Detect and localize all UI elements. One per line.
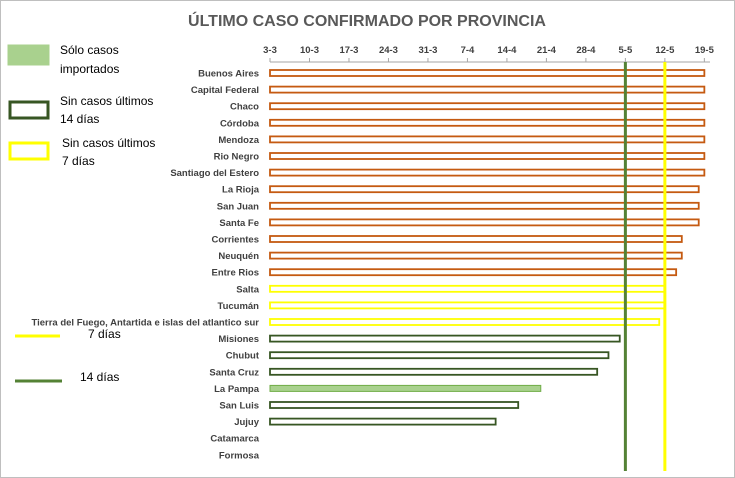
category-label: San Juan <box>217 201 259 212</box>
category-label: Santa Fe <box>219 218 259 229</box>
category-label: Entre Rios <box>211 268 259 279</box>
bar <box>269 69 706 77</box>
bar <box>269 301 666 310</box>
x-axis-ticks: 3-3 10-3 17-3 24-3 31-3 7-4 14-4 21-4 28-4 5-5 12-… <box>263 45 714 56</box>
bars <box>269 69 706 426</box>
category-label: La Pampa <box>214 384 260 395</box>
category-label: Neuquén <box>218 251 259 262</box>
legend-label-14d-2: 14 días <box>60 112 99 126</box>
category-label: Misiones <box>218 334 259 345</box>
x-tick-label: 10-3 <box>300 45 319 56</box>
x-tick-label: 7-4 <box>461 45 475 56</box>
bar <box>269 251 683 260</box>
x-tick-label: 5-5 <box>619 45 633 56</box>
bar <box>269 135 706 144</box>
category-label: Santiago del Estero <box>170 168 259 179</box>
category-label: Formosa <box>219 450 260 461</box>
bar <box>269 201 700 210</box>
legend-label-line-14d: 14 días <box>80 370 119 384</box>
category-label: Santa Cruz <box>209 367 259 378</box>
bar <box>269 367 599 376</box>
chart-title: ÚLTIMO CASO CONFIRMADO POR PROVINCIA <box>188 11 546 30</box>
x-tick-label: 17-3 <box>339 45 358 56</box>
legend-label-imported-2: importados <box>60 62 119 76</box>
bar <box>269 334 621 343</box>
legend-label-line-7d: 7 días <box>88 327 121 341</box>
bar <box>269 185 700 194</box>
bar <box>269 401 520 409</box>
legend-swatch-7d <box>8 141 50 161</box>
category-label: San Luis <box>219 401 259 412</box>
category-label: Catamarca <box>210 434 259 445</box>
x-tick-label: 14-4 <box>497 45 517 56</box>
category-label: Capital Federal <box>191 85 259 96</box>
category-label: Tierra del Fuego, Antartida e islas del … <box>31 318 259 329</box>
gridlines <box>269 58 710 63</box>
x-tick-label: 31-3 <box>418 45 437 56</box>
legend: Sólo casos importados Sin casos últimos … <box>7 43 155 384</box>
bar <box>269 384 542 392</box>
legend-swatch-14d <box>8 100 50 120</box>
bar <box>269 417 497 426</box>
bar <box>269 102 706 111</box>
x-tick-label: 3-3 <box>263 45 277 56</box>
bar <box>269 318 661 326</box>
bar <box>269 268 678 277</box>
category-label: Chubut <box>226 351 260 362</box>
x-tick-label: 28-4 <box>576 45 596 56</box>
legend-label-14d-1: Sin casos últimos <box>60 94 153 108</box>
legend-swatch-imported <box>7 44 50 66</box>
bar <box>269 85 706 94</box>
category-label: Corrientes <box>211 235 259 246</box>
category-label: Chaco <box>230 102 259 113</box>
legend-label-imported-1: Sólo casos <box>60 43 119 57</box>
category-label: Mendoza <box>218 135 259 146</box>
category-label: Rio Negro <box>214 152 260 163</box>
reference-lines <box>623 62 667 471</box>
category-label: Buenos Aires <box>198 69 259 80</box>
bar <box>269 235 683 243</box>
bar <box>269 168 706 177</box>
bar <box>269 152 706 160</box>
legend-label-7d-1: Sin casos últimos <box>62 136 155 150</box>
category-label: Córdoba <box>220 118 260 129</box>
category-labels: Buenos Aires Capital Federal Chaco Córdoba M… <box>31 69 259 462</box>
legend-label-7d-2: 7 días <box>62 154 95 168</box>
bar <box>269 118 706 127</box>
bar <box>269 218 700 227</box>
category-label: La Rioja <box>222 185 260 196</box>
x-tick-label: 19-5 <box>695 45 715 56</box>
category-label: Salta <box>236 284 259 295</box>
bar <box>269 351 610 360</box>
bar <box>269 284 666 293</box>
x-tick-label: 21-4 <box>537 45 557 56</box>
category-label: Jujuy <box>234 417 260 428</box>
x-tick-label: 24-3 <box>379 45 398 56</box>
x-tick-label: 12-5 <box>655 45 675 56</box>
category-label: Tucumán <box>217 301 259 312</box>
